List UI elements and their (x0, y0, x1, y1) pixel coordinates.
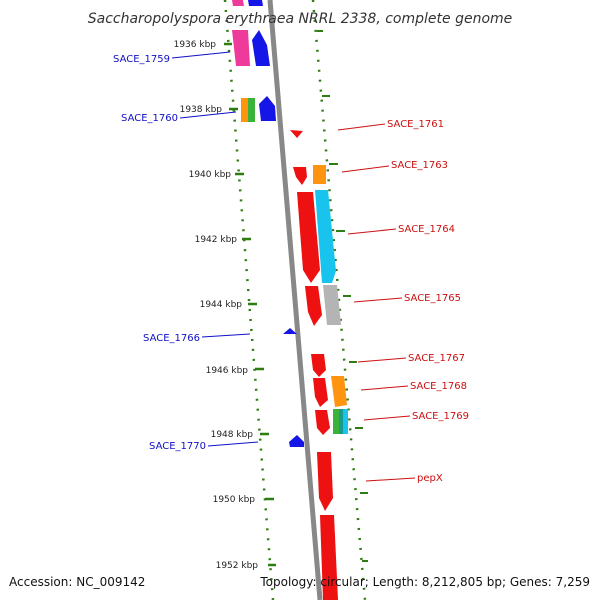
reverse-strand-genes (232, 0, 304, 447)
gene-arrow[interactable] (317, 452, 333, 511)
gene-label-pepx[interactable]: pepX (417, 473, 443, 484)
gene-label-sace-1759[interactable]: SACE_1759 (113, 54, 170, 65)
gene-arrow[interactable] (232, 30, 250, 66)
topology-text: Topology: circular; Length: 8,212,805 bp… (259, 575, 590, 589)
gene-block[interactable] (343, 409, 348, 434)
gene-block[interactable] (333, 409, 339, 434)
label-leader-line (360, 385, 409, 391)
gene-label-sace-1769[interactable]: SACE_1769 (412, 411, 469, 422)
label-leader-line (365, 477, 416, 482)
gene-block[interactable] (313, 165, 326, 184)
gene-block[interactable] (241, 98, 248, 122)
kbp-label: 1936 kbp (174, 40, 217, 50)
gene-label-sace-1766[interactable]: SACE_1766 (143, 333, 200, 344)
gene-arrow[interactable] (232, 0, 244, 6)
label-leader-line (363, 415, 411, 421)
gene-arrow[interactable] (315, 190, 336, 283)
map-title: Saccharopolyspora erythraea NRRL 2338, c… (88, 11, 513, 27)
gene-arrow[interactable] (320, 515, 338, 600)
gene-label-sace-1768[interactable]: SACE_1768 (410, 381, 467, 392)
label-leader-line (171, 51, 231, 59)
gene-label-sace-1763[interactable]: SACE_1763 (391, 160, 448, 171)
accession-text: Accession: NC_009142 (9, 575, 145, 589)
reverse-gene-labels: SACE_1759 SACE_1760 SACE_1766 SACE_1770 (113, 51, 259, 452)
kbp-scale: 1936 kbp 1938 kbp 1940 kbp 1942 kbp 1944… (174, 30, 368, 571)
gene-arrow[interactable] (283, 328, 297, 334)
gene-label-sace-1760[interactable]: SACE_1760 (121, 113, 178, 124)
label-leader-line (179, 111, 237, 119)
label-leader-line (353, 297, 403, 303)
gene-arrow[interactable] (331, 376, 347, 407)
gene-block[interactable] (339, 409, 343, 434)
label-leader-line (341, 165, 390, 173)
forward-strand-genes (290, 130, 348, 600)
forward-guide-line (311, 0, 367, 600)
label-leader-line (357, 357, 407, 363)
gene-arrow[interactable] (305, 286, 322, 326)
gene-label-sace-1761[interactable]: SACE_1761 (387, 119, 444, 130)
gene-arrow[interactable] (248, 0, 263, 6)
kbp-label: 1948 kbp (211, 430, 254, 440)
genome-backbone (267, 0, 323, 600)
gene-block[interactable] (248, 98, 255, 122)
gene-arrow[interactable] (290, 130, 303, 138)
gene-arrow[interactable] (315, 410, 330, 435)
kbp-label: 1940 kbp (189, 170, 232, 180)
gene-label-sace-1770[interactable]: SACE_1770 (149, 441, 206, 452)
gene-arrow[interactable] (311, 354, 326, 377)
label-leader-line (337, 123, 386, 131)
label-leader-line (347, 228, 397, 235)
label-leader-line (207, 441, 259, 447)
gene-arrow[interactable] (289, 435, 304, 447)
kbp-label: 1938 kbp (180, 105, 223, 115)
kbp-label: 1944 kbp (200, 300, 243, 310)
kbp-label: 1950 kbp (213, 495, 256, 505)
gene-arrow[interactable] (293, 167, 307, 185)
gene-arrow[interactable] (323, 285, 341, 325)
gene-arrow[interactable] (252, 30, 270, 66)
gene-arrow[interactable] (313, 378, 328, 407)
gene-arrow[interactable] (259, 96, 276, 121)
gene-label-sace-1767[interactable]: SACE_1767 (408, 353, 465, 364)
gene-label-sace-1765[interactable]: SACE_1765 (404, 293, 461, 304)
kbp-label: 1946 kbp (206, 366, 249, 376)
gene-arrow[interactable] (297, 192, 320, 283)
label-leader-line (201, 333, 251, 338)
forward-gene-labels: SACE_1761 SACE_1763 SACE_1764 SACE_1765 … (337, 119, 469, 484)
kbp-label: 1952 kbp (216, 561, 259, 571)
kbp-label: 1942 kbp (195, 235, 238, 245)
gene-label-sace-1764[interactable]: SACE_1764 (398, 224, 455, 235)
